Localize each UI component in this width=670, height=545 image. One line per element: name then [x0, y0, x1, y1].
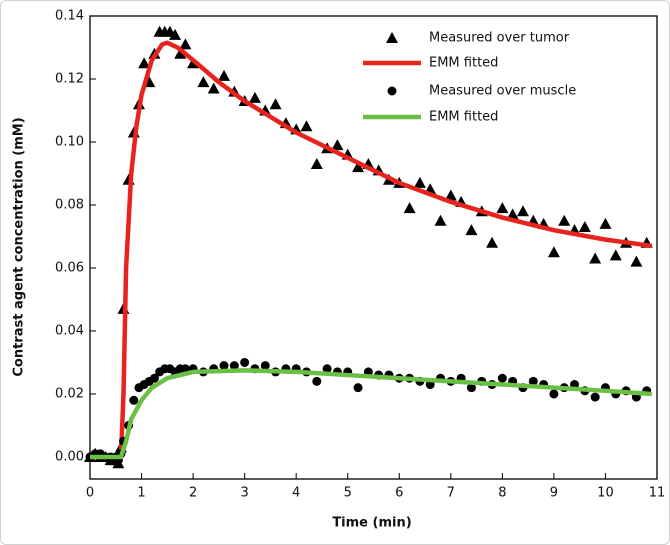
- x-tick-label: 8: [498, 486, 506, 501]
- data-point: [322, 364, 332, 374]
- legend-marker: [387, 86, 397, 96]
- legend-label: EMM fitted: [429, 56, 498, 71]
- data-point: [129, 395, 139, 405]
- data-point: [331, 139, 344, 151]
- data-point: [486, 236, 499, 248]
- data-point: [174, 47, 187, 59]
- x-tick-label: 11: [649, 486, 666, 501]
- data-point: [590, 392, 600, 402]
- y-tick-label: 0.08: [55, 197, 84, 212]
- x-axis-label: Time (min): [332, 516, 411, 531]
- data-point: [179, 38, 192, 50]
- data-point: [352, 161, 365, 173]
- data-point: [149, 373, 159, 383]
- y-axis-label: Contrast agent concentration (mM): [12, 117, 27, 376]
- data-point: [466, 383, 476, 393]
- data-point: [248, 91, 261, 103]
- x-tick-label: 3: [240, 486, 248, 501]
- data-point: [138, 57, 151, 69]
- x-tick-label: 5: [344, 486, 352, 501]
- data-point: [260, 361, 270, 371]
- data-point: [609, 249, 622, 261]
- y-tick-label: 0.10: [55, 134, 84, 149]
- data-point: [589, 252, 602, 264]
- data-point: [312, 376, 322, 386]
- data-point: [506, 208, 519, 220]
- data-point: [403, 202, 416, 214]
- legend-label: Measured over muscle: [429, 84, 576, 99]
- x-tick-label: 1: [137, 486, 145, 501]
- data-point: [630, 255, 643, 267]
- x-tick-label: 4: [292, 486, 300, 501]
- data-point: [547, 246, 560, 258]
- data-point: [558, 214, 571, 226]
- legend-label: Measured over tumor: [429, 31, 570, 46]
- data-point: [269, 98, 282, 110]
- y-tick-label: 0.02: [55, 386, 84, 401]
- data-point: [207, 82, 220, 94]
- data-point: [497, 373, 507, 383]
- data-point: [229, 361, 239, 371]
- data-point: [599, 217, 612, 229]
- y-tick-label: 0.14: [55, 9, 84, 24]
- data-point: [444, 189, 457, 201]
- fit-line: [90, 40, 653, 460]
- x-tick-label: 0: [86, 486, 94, 501]
- x-tick-label: 9: [550, 486, 558, 501]
- x-tick-label: 6: [395, 486, 403, 501]
- data-point: [240, 357, 250, 367]
- x-tick-label: 2: [189, 486, 197, 501]
- data-point: [465, 224, 478, 236]
- data-point: [218, 69, 231, 81]
- data-point: [528, 376, 538, 386]
- y-tick-label: 0.06: [55, 260, 84, 275]
- data-point: [197, 76, 210, 88]
- data-point: [434, 214, 447, 226]
- y-tick-label: 0.04: [55, 323, 84, 338]
- fit-line: [90, 368, 652, 460]
- data-point: [496, 202, 509, 214]
- data-point: [578, 221, 591, 233]
- plot-frame: [89, 15, 658, 480]
- data-point: [169, 28, 182, 40]
- data-point: [310, 158, 323, 170]
- x-tick-label: 10: [597, 486, 614, 501]
- data-point: [300, 120, 313, 132]
- data-point: [413, 176, 426, 188]
- y-tick-label: 0.00: [55, 449, 84, 464]
- legend-marker: [386, 32, 398, 43]
- data-point: [516, 205, 529, 217]
- data-point: [549, 389, 559, 399]
- y-tick-label: 0.12: [55, 71, 84, 86]
- x-tick-label: 7: [447, 486, 455, 501]
- legend-label: EMM fitted: [429, 110, 498, 125]
- data-point: [219, 361, 229, 371]
- data-point: [353, 383, 363, 393]
